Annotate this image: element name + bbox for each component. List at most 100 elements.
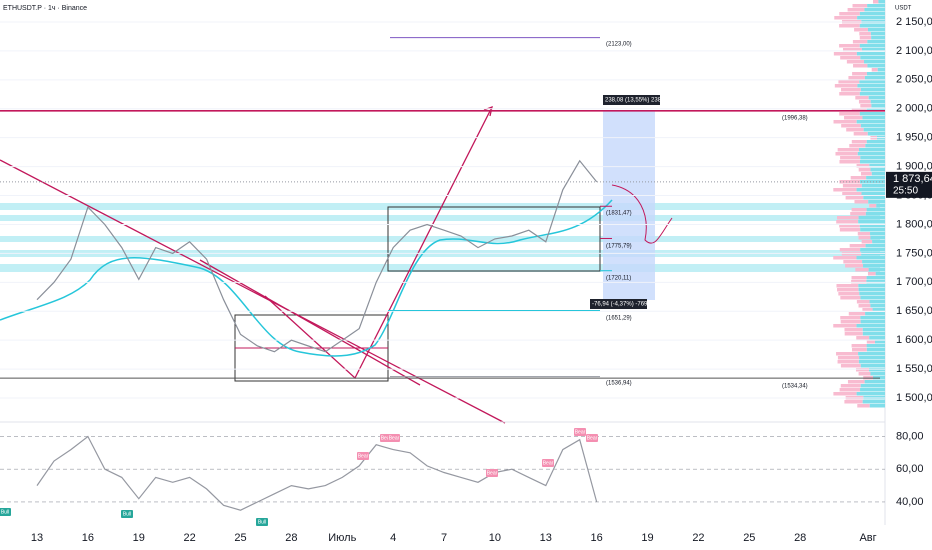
volume-profile (858, 216, 885, 220)
volume-profile (860, 172, 872, 176)
volume-profile (858, 220, 885, 224)
signal-label: Bull (1, 509, 9, 515)
volume-profile (864, 380, 885, 384)
volume-profile (867, 40, 885, 44)
signal-box (357, 452, 369, 460)
volume-profile (861, 48, 885, 52)
volume-profile (864, 8, 885, 12)
volume-profile (843, 48, 862, 52)
volume-profile (868, 268, 885, 272)
volume-profile (837, 288, 859, 292)
volume-profile (858, 372, 871, 376)
volume-profile (869, 204, 877, 208)
volume-profile (839, 248, 861, 252)
volume-profile (871, 104, 885, 108)
volume-profile (839, 160, 860, 164)
signal-label: Bear (575, 429, 586, 435)
volume-profile (833, 324, 857, 328)
volume-profile (858, 236, 871, 240)
signal-label: Bull (123, 511, 131, 517)
volume-profile (861, 184, 885, 188)
volume-profile (871, 68, 878, 72)
volume-profile (836, 352, 859, 356)
volume-profile (866, 276, 885, 280)
x-tick-label: Авг (859, 532, 876, 544)
volume-profile (857, 152, 885, 156)
volume-profile (833, 392, 857, 396)
volume-profile (869, 300, 885, 304)
volume-profile (869, 164, 885, 168)
volume-profile (837, 360, 859, 364)
volume-profile (877, 68, 885, 72)
volume-profile (859, 44, 885, 48)
measure-label: 238,08 (13,55%) 23808 (605, 98, 668, 104)
volume-profile (856, 324, 885, 328)
volume-profile (866, 72, 885, 76)
volume-profile (841, 88, 861, 92)
volume-profile (839, 24, 860, 28)
signal-label: Bear (543, 460, 554, 466)
signal-label: Bear (587, 435, 598, 441)
volume-profile (837, 148, 859, 152)
countdown: 25:50 (893, 186, 918, 197)
volume-profile (876, 204, 885, 208)
volume-profile (850, 176, 867, 180)
volume-profile (854, 200, 869, 204)
volume-profile (860, 296, 885, 300)
measure-box (590, 299, 647, 309)
volume-profile (874, 340, 885, 344)
volume-profile (856, 256, 885, 260)
volume-profile (856, 336, 870, 340)
volume-profile (854, 28, 868, 32)
volume-profile (839, 228, 861, 232)
volume-profile (851, 276, 867, 280)
volume-profile (849, 144, 866, 148)
volume-profile (860, 248, 885, 252)
volume-profile (847, 8, 865, 12)
volume-profile (856, 120, 885, 124)
volume-profile (839, 44, 860, 48)
level-label: (1534,34) (782, 384, 808, 390)
volume-profile (860, 156, 885, 160)
signal-label: Bear (381, 435, 392, 441)
volume-profile (849, 244, 866, 248)
volume-profile (856, 52, 885, 56)
volume-profile (867, 132, 885, 136)
volume-profile (867, 64, 885, 68)
y-tick-label: 1 650,00 (896, 305, 932, 317)
y-tick-label: 1 800,00 (896, 218, 932, 230)
y-tick-label: 2 150,00 (896, 16, 932, 28)
y2-tick-label: 60,00 (896, 463, 924, 475)
volume-profile (860, 320, 885, 324)
volume-profile (866, 344, 885, 348)
rsi-line (36, 435, 598, 511)
volume-profile (866, 208, 885, 212)
volume-profile (840, 320, 861, 324)
volume-profile (852, 72, 867, 76)
volume-profile (838, 292, 860, 296)
volume-profile (833, 52, 857, 56)
volume-profile (851, 140, 867, 144)
volume-profile (844, 332, 863, 336)
volume-profile (836, 220, 859, 224)
volume-profile (845, 264, 864, 268)
volume-profile (839, 12, 860, 16)
currency: USDT (895, 6, 912, 12)
price-line (36, 159, 598, 353)
volume-profile (835, 152, 858, 156)
volume-profile (872, 240, 885, 244)
volume-profile (842, 184, 862, 188)
moving-average (0, 199, 613, 357)
volume-profile (855, 368, 870, 372)
level-label: (1775,79) (606, 244, 632, 250)
signal-box (574, 428, 586, 436)
zone (0, 264, 880, 272)
volume-profile (860, 384, 885, 388)
volume-profile (839, 388, 861, 392)
volume-profile (867, 272, 876, 276)
measure-zone (603, 110, 655, 300)
volume-profile (869, 336, 885, 340)
volume-profile (868, 96, 885, 100)
volume-profile (870, 304, 885, 308)
